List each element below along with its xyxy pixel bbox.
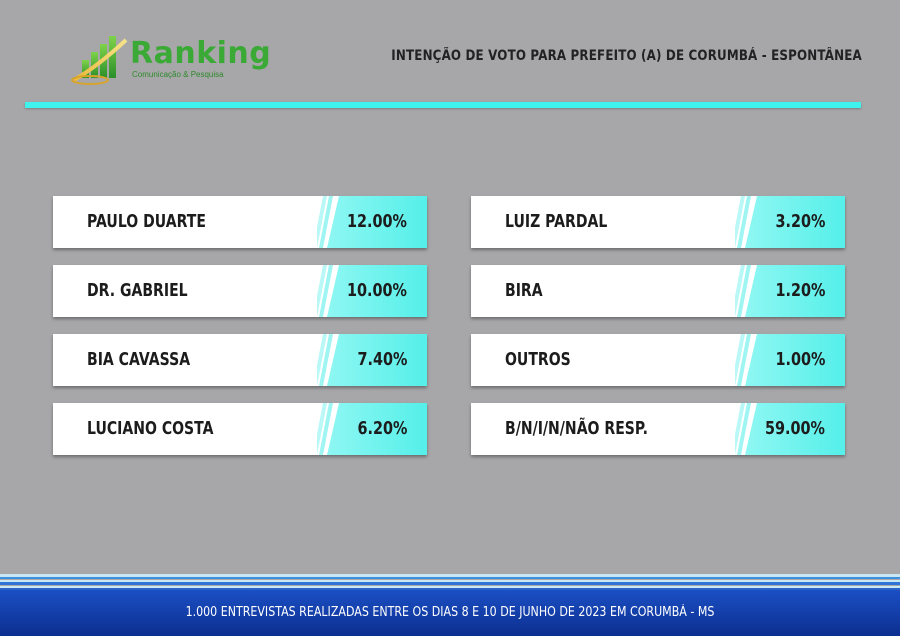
candidate-name: OUTROS (505, 349, 571, 370)
candidate-name: LUCIANO COSTA (87, 418, 214, 439)
table-row: PAULO DUARTE 12.00% (53, 196, 427, 248)
table-row: DR. GABRIEL 10.00% (53, 265, 427, 317)
candidate-name: B/N/I/N/NÃO RESP. (505, 418, 648, 439)
page-title: INTENÇÃO DE VOTO PARA PREFEITO (A) DE CO… (391, 48, 862, 64)
value-cell: 1.20% (735, 265, 845, 317)
footer-bar: 1.000 ENTREVISTAS REALIZADAS ENTRE OS DI… (0, 590, 900, 636)
table-row: BIRA 1.20% (471, 265, 845, 317)
candidate-name: LUIZ PARDAL (505, 211, 608, 232)
value-cell: 10.00% (317, 265, 427, 317)
header-divider (25, 102, 861, 108)
table-row: OUTROS 1.00% (471, 334, 845, 386)
percentage-label: 7.40% (357, 349, 407, 370)
value-cell: 3.20% (735, 196, 845, 248)
percentage-label: 6.20% (357, 418, 407, 439)
percentage-label: 59.00% (765, 418, 825, 439)
value-cell: 7.40% (317, 334, 427, 386)
percentage-label: 1.20% (775, 280, 825, 301)
value-cell: 1.00% (735, 334, 845, 386)
table-row: BIA CAVASSA 7.40% (53, 334, 427, 386)
candidate-name: DR. GABRIEL (87, 280, 188, 301)
candidate-name: BIA CAVASSA (87, 349, 191, 370)
table-row: B/N/I/N/NÃO RESP. 59.00% (471, 403, 845, 455)
value-cell: 6.20% (317, 403, 427, 455)
percentage-label: 10.00% (347, 280, 407, 301)
bar-growth-icon (71, 36, 128, 85)
candidate-name: PAULO DUARTE (87, 211, 206, 232)
percentage-label: 3.20% (775, 211, 825, 232)
percentage-label: 12.00% (347, 211, 407, 232)
ranking-logo: Ranking Comunicação & Pesquisa (70, 30, 272, 90)
value-cell: 12.00% (317, 196, 427, 248)
footer-text: 1.000 ENTREVISTAS REALIZADAS ENTRE OS DI… (185, 605, 715, 620)
footer-stripes (0, 574, 900, 590)
table-row: LUIZ PARDAL 3.20% (471, 196, 845, 248)
candidate-name: BIRA (505, 280, 543, 301)
brand-tagline: Comunicação & Pesquisa (132, 70, 224, 79)
value-cell: 59.00% (735, 403, 845, 455)
percentage-label: 1.00% (775, 349, 825, 370)
brand-name: Ranking (130, 36, 272, 71)
table-row: LUCIANO COSTA 6.20% (53, 403, 427, 455)
